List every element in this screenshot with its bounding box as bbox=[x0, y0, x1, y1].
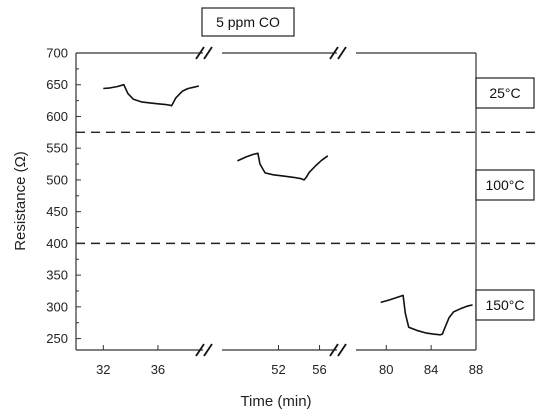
y-tick-label: 250 bbox=[46, 331, 68, 346]
x-tick-label: 80 bbox=[379, 362, 393, 377]
axis-break-mark-1-1-0 bbox=[329, 343, 339, 357]
series-line-1 bbox=[237, 152, 329, 181]
axis-break-mark-1-0-0 bbox=[329, 46, 339, 60]
y-tick-label: 450 bbox=[46, 204, 68, 219]
axis-break-mark-0-0-1 bbox=[203, 46, 213, 60]
y-tick-label: 300 bbox=[46, 299, 68, 314]
x-tick-label: 36 bbox=[151, 362, 165, 377]
y-tick-label: 550 bbox=[46, 141, 68, 156]
tick-layer bbox=[76, 52, 477, 350]
region-label: 150°C bbox=[485, 297, 524, 313]
region-box-1 bbox=[475, 169, 535, 201]
x-tick-label: 88 bbox=[469, 362, 483, 377]
y-tick-label: 650 bbox=[46, 77, 68, 92]
x-tick-label: 56 bbox=[312, 362, 326, 377]
region-box-0 bbox=[475, 77, 535, 109]
region-label: 100°C bbox=[485, 177, 524, 193]
y-tick-label: 400 bbox=[46, 236, 68, 251]
axis-break-mark-0-0-0 bbox=[195, 46, 205, 60]
separator-layer bbox=[76, 131, 536, 245]
chart-title: 5 ppm CO bbox=[216, 14, 280, 30]
axis-break-mark-1-0-1 bbox=[337, 46, 347, 60]
label-layer: 250 300 350 400 450 500 550 600 650 700 32 36 52 56 80… bbox=[12, 7, 535, 410]
region-label: 25°C bbox=[489, 85, 520, 101]
title-box bbox=[201, 7, 295, 37]
axis-break-mark-0-1-0 bbox=[195, 343, 205, 357]
x-tick-label: 52 bbox=[271, 362, 285, 377]
axis-break-mark-1-1-1 bbox=[337, 343, 347, 357]
plot-frame bbox=[75, 46, 477, 357]
y-tick-label: 600 bbox=[46, 109, 68, 124]
y-axis-title: Resistance (Ω) bbox=[12, 151, 29, 251]
series-line-0 bbox=[103, 83, 200, 107]
y-tick-label: 700 bbox=[46, 46, 68, 61]
x-axis-title: Time (min) bbox=[240, 393, 311, 410]
x-tick-label: 32 bbox=[96, 362, 110, 377]
series-layer bbox=[103, 83, 473, 336]
y-tick-label: 500 bbox=[46, 172, 68, 187]
region-box-2 bbox=[475, 289, 535, 321]
x-tick-label: 84 bbox=[424, 362, 438, 377]
axis-break-mark-0-1-1 bbox=[203, 343, 213, 357]
y-tick-label: 350 bbox=[46, 268, 68, 283]
series-line-2 bbox=[380, 294, 473, 336]
